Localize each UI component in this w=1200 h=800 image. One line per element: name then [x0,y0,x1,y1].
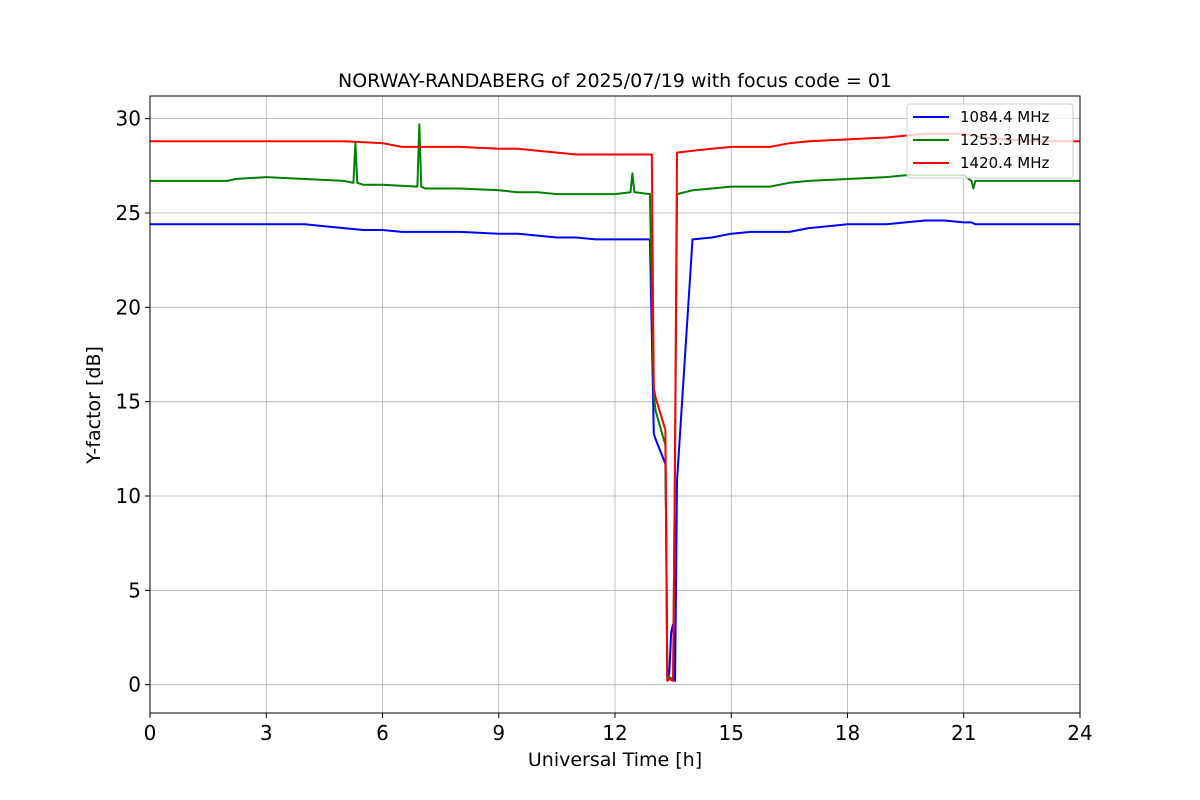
x-tick-label: 6 [376,721,389,745]
y-tick-label: 0 [128,673,141,697]
legend-label: 1253.3 MHz [960,131,1049,149]
y-tick-label: 30 [116,107,141,131]
series-lines [150,123,1080,682]
legend-box [906,103,1074,179]
y-axis-ticks: 0 5 10 15 20 25 30 [116,107,150,697]
series-line-2 [150,123,1080,680]
x-tick-label: 24 [1067,721,1092,745]
chart-title: NORWAY-RANDABERG of 2025/07/19 with focu… [338,70,892,92]
x-tick-label: 0 [144,721,157,745]
y-tick-label: 20 [116,295,141,319]
x-axis-label: Universal Time [h] [528,749,702,771]
plot-frame [149,95,1081,714]
x-tick-label: 18 [835,721,860,745]
y-tick-label: 15 [116,390,141,414]
legend-label: 1420.4 MHz [960,154,1049,172]
x-tick-label: 9 [492,721,505,745]
x-tick-label: 3 [260,721,273,745]
y-tick-label: 5 [128,578,141,602]
series-line-3 [150,132,1080,682]
x-tick-label: 12 [602,721,627,745]
y-tick-label: 10 [116,484,141,508]
legend: 1084.4 MHz 1253.3 MHz 1420.4 MHz [906,103,1074,179]
y-tick-label: 25 [116,201,141,225]
x-axis-ticks: 0 3 6 9 12 15 18 21 24 [144,713,1093,745]
legend-label: 1084.4 MHz [960,108,1049,126]
x-tick-label: 21 [951,721,976,745]
y-axis-label: Y-factor [dB] [83,346,105,465]
x-tick-label: 15 [719,721,744,745]
